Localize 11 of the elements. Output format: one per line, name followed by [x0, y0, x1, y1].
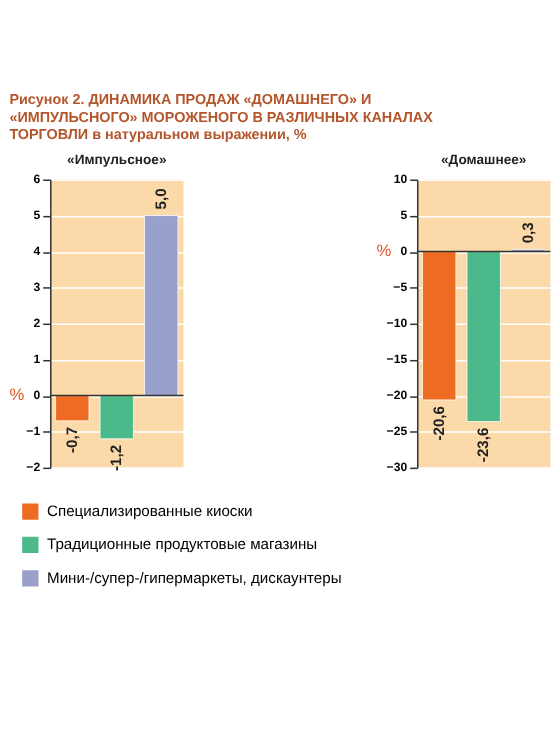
legend-label: Специализированные киоски: [47, 502, 253, 521]
data-label: -1,2: [107, 444, 126, 471]
y-axis-title: %: [376, 240, 393, 261]
legend-label: Традиционные продуктовые магазины: [47, 535, 318, 554]
data-label: 5,0: [151, 188, 170, 210]
legend-label: Мини-/супер-/гипермаркеты, дискаунтеры: [47, 568, 342, 587]
data-label: -23,6: [474, 427, 493, 463]
data-label: -0,7: [62, 426, 81, 453]
data-label: 0,3: [518, 222, 537, 244]
y-axis-title: %: [9, 384, 26, 405]
data-label: -20,6: [429, 405, 448, 441]
